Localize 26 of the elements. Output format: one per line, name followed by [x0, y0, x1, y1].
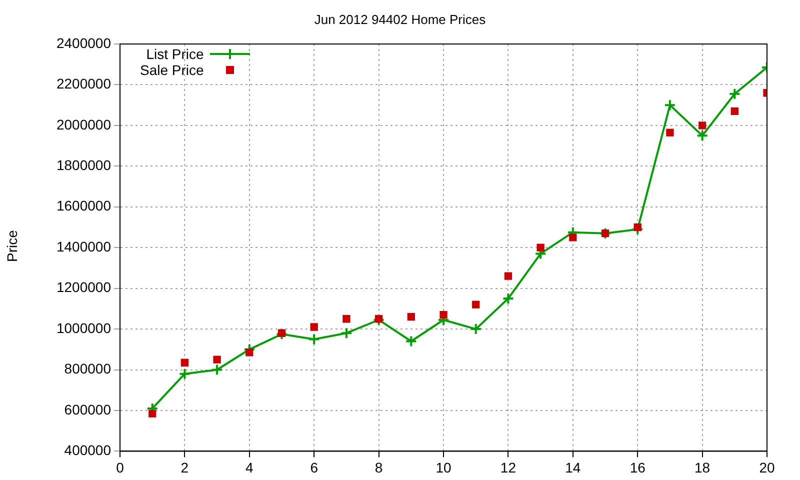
x-tick-label: 16	[630, 459, 646, 476]
legend-label: List Price	[146, 46, 204, 62]
x-tick-label: 12	[500, 459, 516, 476]
y-tick-label: 1600000	[56, 198, 112, 214]
y-tick-label: 1000000	[56, 320, 112, 336]
x-tick-label: 14	[565, 459, 581, 476]
x-tick-label: 6	[310, 459, 318, 476]
y-tick-label: 400000	[64, 442, 112, 458]
y-tick-label: 2400000	[56, 34, 112, 51]
chart-title: Jun 2012 94402 Home Prices	[313, 12, 487, 27]
y-axis-title: Price	[4, 229, 20, 264]
y-tick-label: 1200000	[56, 279, 112, 296]
x-tick-label: 0	[116, 459, 124, 476]
x-tick-label: 8	[374, 459, 383, 476]
y-tick-label: 1800000	[56, 157, 112, 174]
x-tick-label: 18	[694, 459, 710, 476]
y-tick-label: 600000	[64, 401, 112, 418]
x-tick-label: 10	[436, 459, 452, 476]
y-tick-label: 1400000	[56, 238, 112, 254]
x-tick-label: 2	[180, 459, 189, 476]
y-tick-label: 800000	[64, 360, 112, 377]
x-tick-label: 20	[759, 459, 775, 476]
x-tick-label: 4	[246, 459, 254, 476]
legend-label: Sale Price	[140, 62, 204, 78]
y-tick-label: 2200000	[56, 76, 112, 92]
y-tick-label: 2000000	[56, 116, 112, 132]
